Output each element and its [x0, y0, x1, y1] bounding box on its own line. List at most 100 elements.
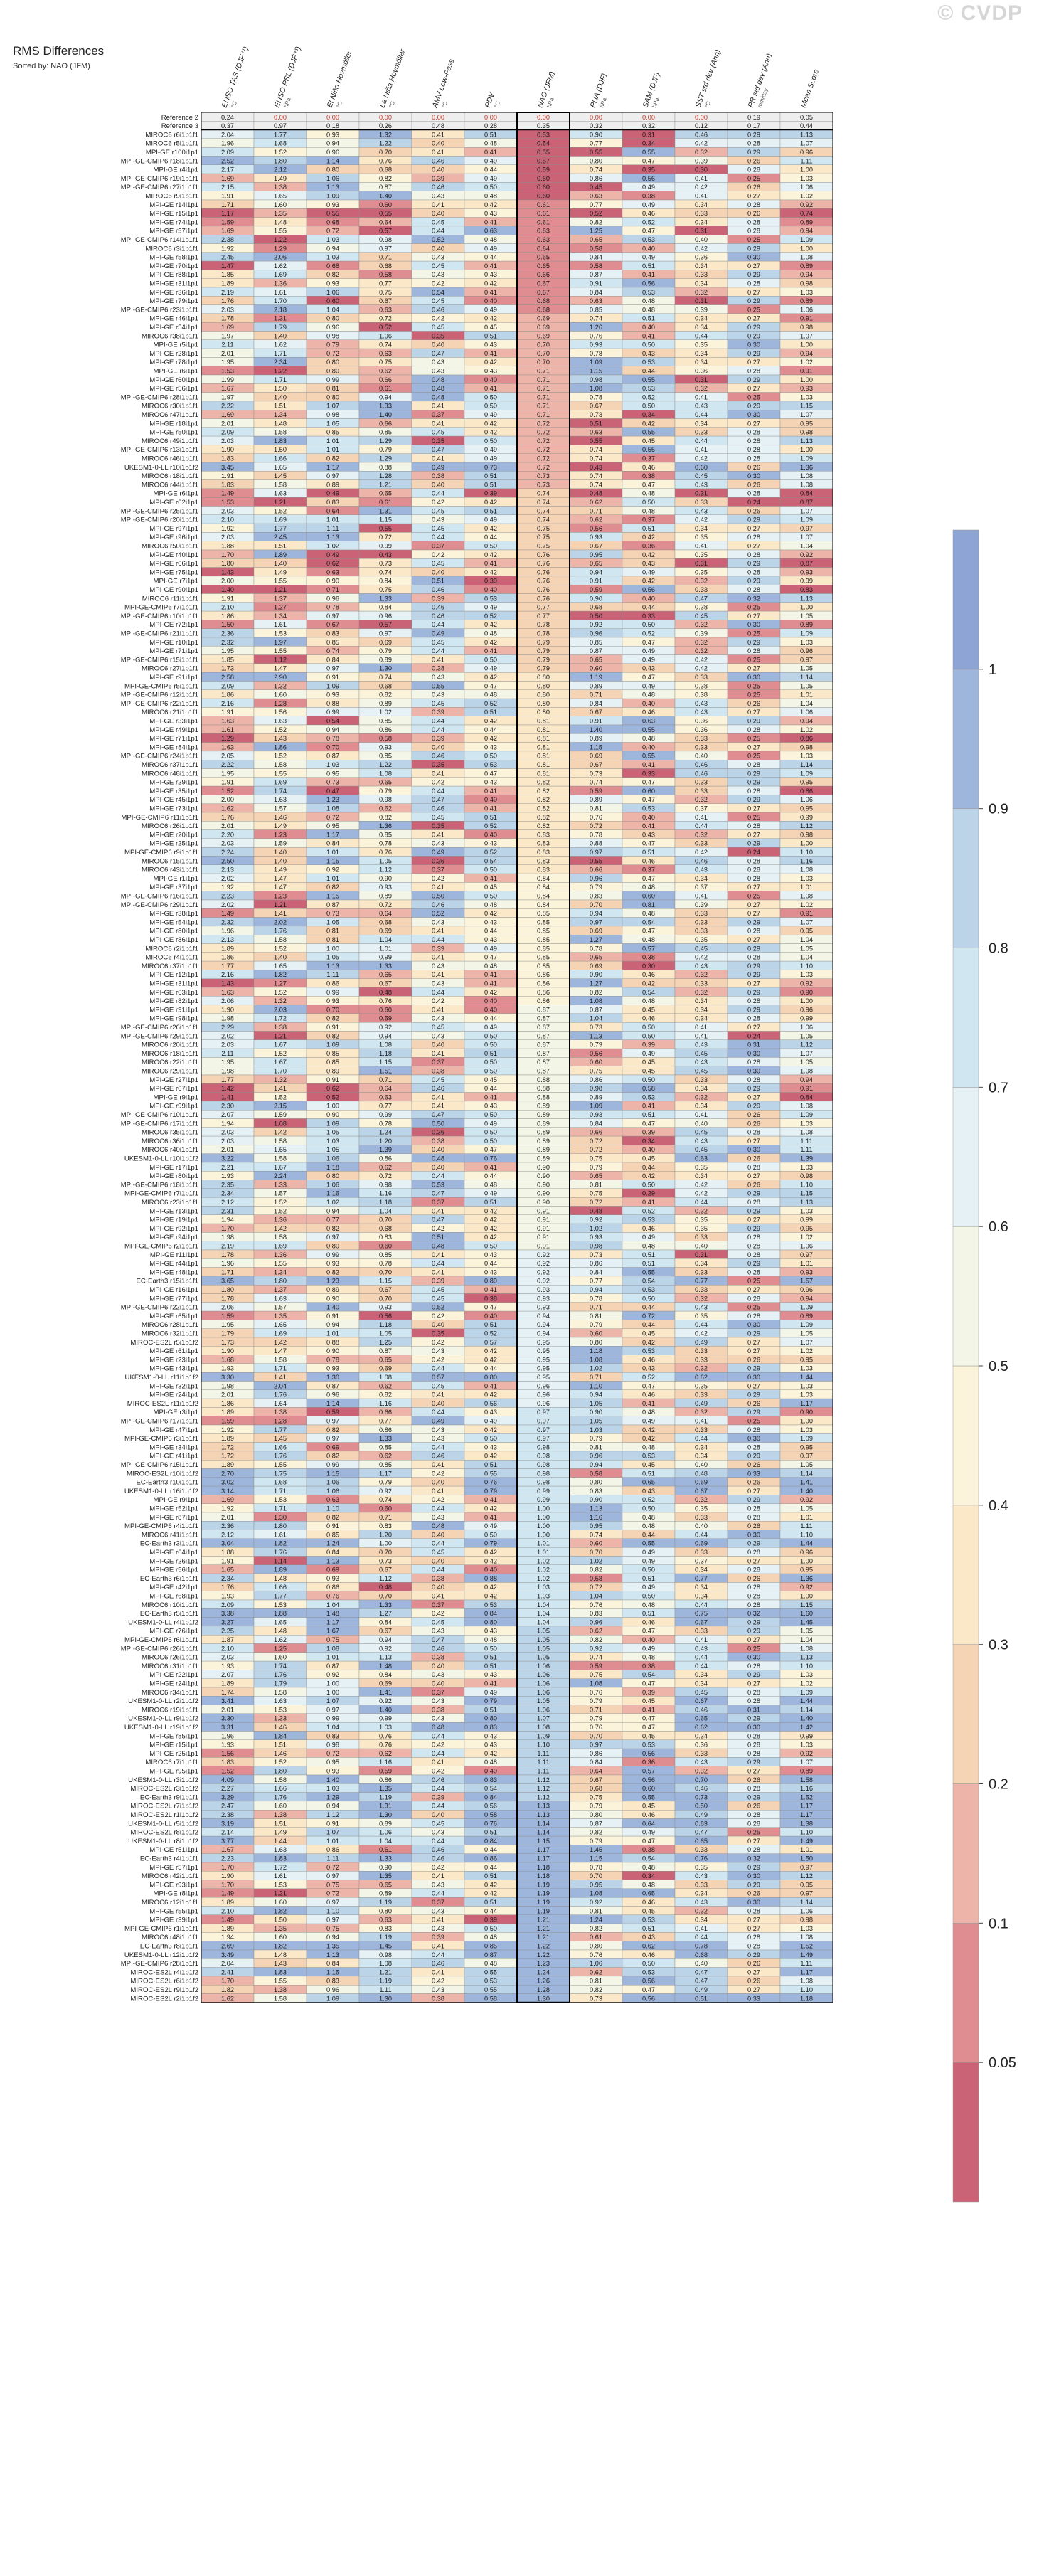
cell-value: 2.34 — [274, 359, 287, 366]
cell-value: 1.03 — [326, 1138, 339, 1145]
cell-value: 1.40 — [274, 332, 287, 339]
model-row-label: MPI-GE r79i1p1 — [149, 297, 198, 305]
cell-value: 0.33 — [695, 1514, 708, 1521]
cell-value: 2.70 — [221, 1470, 234, 1477]
model-row-label: MPI-GE r57i1p1 — [149, 1864, 198, 1872]
cell-value: 1.08 — [800, 481, 813, 488]
cell-value: 0.82 — [537, 779, 550, 786]
cell-value: 0.82 — [326, 1268, 339, 1276]
cell-value: 1.83 — [221, 1759, 234, 1766]
cell-value: 0.50 — [484, 656, 497, 663]
cell-value: 0.78 — [379, 1260, 392, 1267]
cell-value: 0.48 — [642, 910, 655, 917]
cell-value: 1.93 — [221, 1742, 234, 1749]
cell-value: 1.98 — [221, 1068, 234, 1075]
cell-value: 1.93 — [221, 1365, 234, 1372]
cell-value: 3.38 — [221, 1610, 234, 1617]
cell-value: 0.43 — [432, 691, 444, 699]
model-row-label: MIROC6 r37i1p1f1 — [142, 963, 198, 970]
cell-value: 0.80 — [590, 1339, 602, 1346]
cell-value: 0.75 — [695, 1610, 708, 1617]
cell-value: 0.43 — [695, 1138, 708, 1145]
cell-value: 2.13 — [221, 936, 234, 943]
cell-value: 1.77 — [274, 1593, 287, 1600]
cell-value: 0.37 — [432, 1601, 444, 1608]
model-row-label: UKESM1-0-LL r12i1p1f2 — [124, 1951, 198, 1959]
cell-value: 0.40 — [642, 1146, 655, 1153]
cell-value: 0.41 — [695, 446, 708, 453]
cell-value: 0.81 — [590, 1443, 602, 1451]
cell-value: 0.33 — [695, 210, 708, 217]
cell-value: 1.04 — [800, 1636, 813, 1643]
model-row-label: MIROC6 r11i1p1f1 — [142, 595, 198, 603]
cell-value: 1.03 — [800, 393, 813, 401]
cell-value: 0.29 — [747, 149, 760, 156]
cell-value: 0.65 — [590, 236, 602, 243]
model-row-label: MIROC6 r44i1p1f1 — [142, 481, 198, 489]
cell-value: 0.27 — [747, 1838, 760, 1845]
cell-value: 0.85 — [537, 954, 550, 961]
cell-value: 0.46 — [642, 857, 655, 864]
cell-value: 0.84 — [590, 254, 602, 261]
cell-value: 1.39 — [800, 1155, 813, 1162]
cell-value: 1.25 — [379, 1339, 392, 1346]
cell-value: 1.12 — [379, 1575, 392, 1582]
cell-value: 0.54 — [537, 140, 550, 147]
cell-value: 0.59 — [590, 586, 602, 593]
cell-value: 0.96 — [326, 149, 339, 156]
cell-value: 0.28 — [747, 1732, 760, 1739]
cell-value: 1.08 — [800, 1103, 813, 1110]
cell-value: 1.75 — [274, 1470, 287, 1477]
cell-value: 1.06 — [537, 1706, 550, 1713]
model-row-label: MPI-GE-CMIP6 r5i1p1f1 — [124, 682, 198, 690]
cell-value: 0.69 — [590, 928, 602, 935]
cell-value: 0.46 — [642, 1811, 655, 1818]
cell-value: 0.73 — [537, 472, 550, 479]
cell-value: 0.28 — [484, 122, 497, 129]
cell-value: 0.55 — [642, 429, 655, 436]
cell-value: 0.72 — [326, 228, 339, 235]
cell-value: 0.75 — [537, 543, 550, 550]
cell-value: 0.87 — [379, 184, 392, 191]
model-row-label: MPI-GE-CMIP6 r20i1p1f1 — [121, 516, 198, 524]
cell-value: 0.85 — [379, 1251, 392, 1258]
model-row-label: UKESM1-0-LL r2i1p1f2 — [128, 1697, 198, 1705]
cell-value: 1.08 — [590, 1680, 602, 1687]
cell-value: 0.26 — [747, 1181, 760, 1188]
cell-value: 0.27 — [747, 1138, 760, 1145]
cell-value: 1.11 — [537, 1768, 549, 1775]
cell-value: 0.95 — [326, 822, 339, 829]
cell-value: 0.45 — [432, 1295, 444, 1302]
cell-value: 0.41 — [642, 761, 655, 768]
cell-value: 0.74 — [379, 1496, 392, 1503]
cell-value: 0.47 — [642, 639, 655, 646]
cell-value: 1.98 — [221, 1234, 234, 1241]
cell-value: 0.62 — [379, 368, 392, 375]
model-row-label: MPI-GE r34i1p1 — [149, 1443, 198, 1451]
cell-value: 0.53 — [642, 1093, 655, 1101]
model-row-label: MPI-GE r25i1p1 — [149, 1750, 198, 1758]
cell-value: 0.89 — [379, 656, 392, 663]
cell-value: 1.08 — [800, 893, 813, 900]
cell-value: 0.30 — [747, 621, 760, 628]
cell-value: 0.60 — [590, 1059, 602, 1066]
cell-value: 0.71 — [537, 403, 550, 410]
cell-value: 0.41 — [484, 560, 497, 567]
cell-value: 0.91 — [326, 1076, 339, 1083]
cell-value: 0.41 — [642, 1103, 655, 1110]
cell-value: 1.00 — [537, 1522, 550, 1530]
cell-value: 0.83 — [326, 1732, 339, 1739]
cell-value: 0.72 — [590, 1584, 602, 1591]
cell-value: 1.31 — [379, 1803, 392, 1810]
cell-value: 0.45 — [642, 1068, 655, 1075]
cell-value: 0.82 — [537, 805, 550, 812]
cell-value: 0.73 — [590, 1024, 602, 1031]
cell-value: 0.80 — [326, 393, 339, 401]
cell-value: 0.53 — [432, 1181, 444, 1188]
cell-value: 0.27 — [747, 1093, 760, 1101]
model-row-label: MIROC6 r9i1p1f1 — [145, 193, 198, 201]
cell-value: 0.42 — [642, 534, 655, 541]
cell-value: 1.01 — [800, 1514, 813, 1521]
cell-value: 0.93 — [326, 1575, 339, 1582]
cell-value: 0.88 — [537, 1076, 550, 1083]
